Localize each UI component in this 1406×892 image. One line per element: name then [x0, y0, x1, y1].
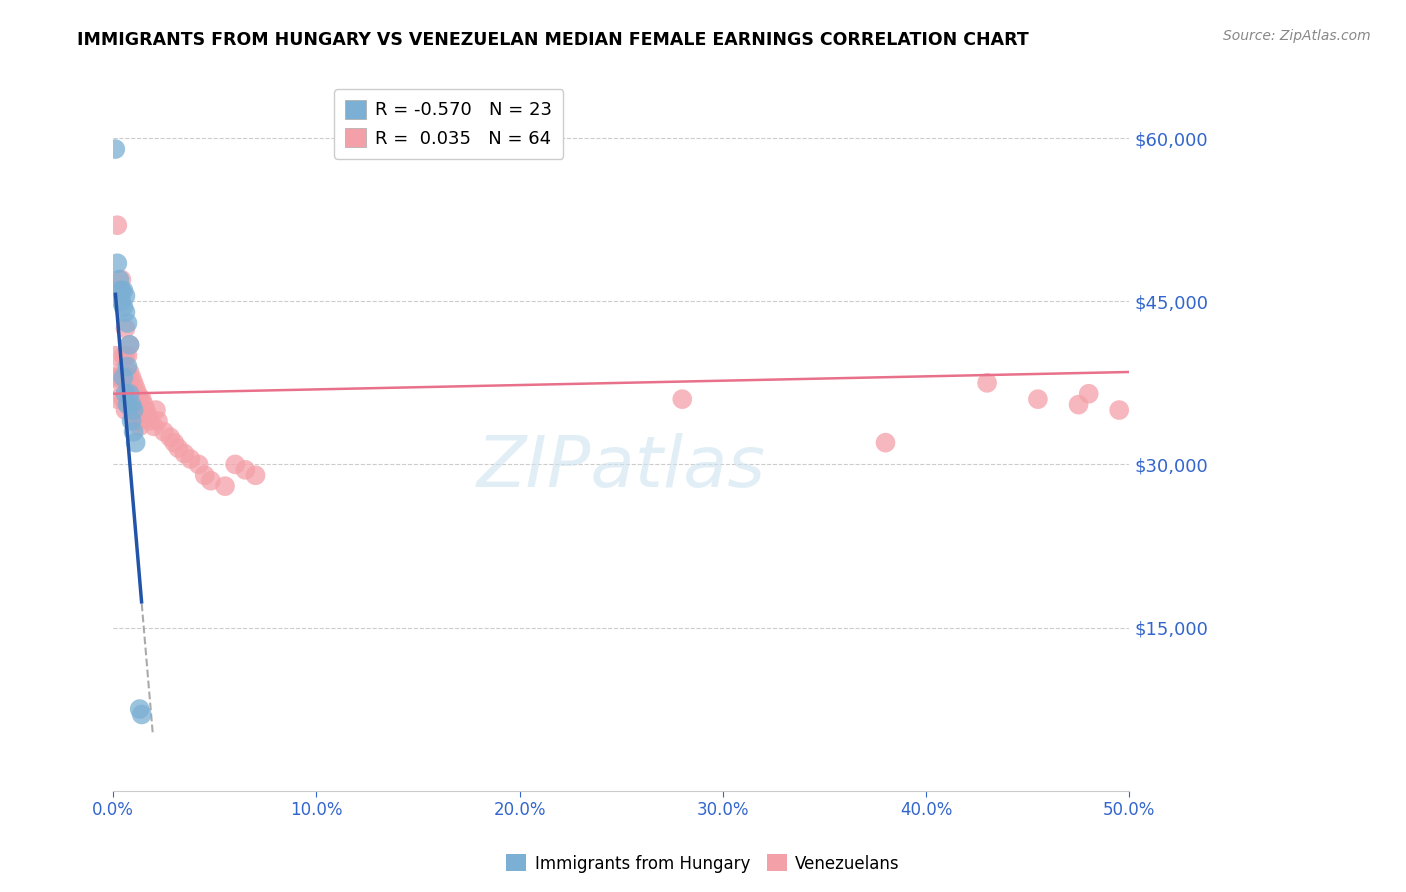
Point	[110, 272, 132, 286]
Point	[117, 359, 139, 374]
Point	[124, 409, 146, 423]
Point	[122, 403, 145, 417]
Point	[104, 142, 127, 156]
Point	[142, 419, 165, 434]
Point	[131, 392, 153, 407]
Legend: Immigrants from Hungary, Venezuelans: Immigrants from Hungary, Venezuelans	[499, 847, 907, 880]
Point	[117, 370, 139, 384]
Point	[153, 425, 176, 439]
Point	[132, 398, 155, 412]
Point	[108, 370, 131, 384]
Point	[124, 381, 146, 395]
Point	[112, 392, 135, 407]
Text: IMMIGRANTS FROM HUNGARY VS VENEZUELAN MEDIAN FEMALE EARNINGS CORRELATION CHART: IMMIGRANTS FROM HUNGARY VS VENEZUELAN ME…	[77, 31, 1029, 49]
Point	[122, 403, 145, 417]
Point	[671, 392, 693, 407]
Point	[179, 452, 201, 467]
Point	[136, 409, 159, 423]
Point	[875, 435, 897, 450]
Point	[112, 370, 135, 384]
Point	[128, 702, 150, 716]
Point	[121, 414, 143, 428]
Point	[122, 425, 145, 439]
Point	[112, 392, 135, 407]
Point	[1026, 392, 1049, 407]
Point	[117, 392, 139, 407]
Point	[110, 365, 132, 379]
Point	[139, 414, 162, 428]
Point	[108, 370, 131, 384]
Point	[1077, 386, 1099, 401]
Point	[114, 386, 136, 401]
Point	[114, 321, 136, 335]
Point	[131, 707, 153, 722]
Point	[114, 403, 136, 417]
Point	[1067, 398, 1090, 412]
Point	[122, 376, 145, 390]
Point	[224, 458, 246, 472]
Point	[128, 392, 150, 407]
Text: ZIPatlas: ZIPatlas	[477, 434, 766, 502]
Point	[145, 403, 167, 417]
Point	[117, 392, 139, 407]
Point	[214, 479, 236, 493]
Point	[104, 349, 127, 363]
Point	[118, 338, 141, 352]
Point	[105, 218, 128, 232]
Point	[117, 398, 139, 412]
Legend: R = -0.570   N = 23, R =  0.035   N = 64: R = -0.570 N = 23, R = 0.035 N = 64	[333, 89, 564, 159]
Point	[118, 392, 141, 407]
Point	[245, 468, 267, 483]
Point	[124, 435, 146, 450]
Point	[108, 284, 131, 298]
Point	[118, 386, 141, 401]
Text: Source: ZipAtlas.com: Source: ZipAtlas.com	[1223, 29, 1371, 43]
Point	[110, 284, 132, 298]
Point	[187, 458, 209, 472]
Point	[167, 441, 190, 455]
Point	[118, 338, 141, 352]
Point	[118, 365, 141, 379]
Point	[200, 474, 222, 488]
Point	[112, 300, 135, 314]
Point	[114, 305, 136, 319]
Point	[105, 392, 128, 407]
Point	[976, 376, 998, 390]
Point	[121, 386, 143, 401]
Point	[121, 370, 143, 384]
Point	[1108, 403, 1130, 417]
Point	[121, 398, 143, 412]
Point	[114, 349, 136, 363]
Point	[114, 376, 136, 390]
Point	[146, 414, 169, 428]
Point	[135, 403, 157, 417]
Point	[108, 272, 131, 286]
Point	[194, 468, 217, 483]
Point	[112, 284, 135, 298]
Point	[105, 370, 128, 384]
Point	[159, 430, 181, 444]
Point	[163, 435, 186, 450]
Point	[105, 256, 128, 270]
Point	[110, 376, 132, 390]
Point	[114, 289, 136, 303]
Point	[128, 419, 150, 434]
Point	[112, 370, 135, 384]
Point	[127, 414, 149, 428]
Point	[110, 294, 132, 309]
Point	[235, 463, 257, 477]
Point	[117, 349, 139, 363]
Point	[121, 403, 143, 417]
Point	[117, 316, 139, 330]
Point	[173, 446, 195, 460]
Point	[127, 386, 149, 401]
Point	[112, 349, 135, 363]
